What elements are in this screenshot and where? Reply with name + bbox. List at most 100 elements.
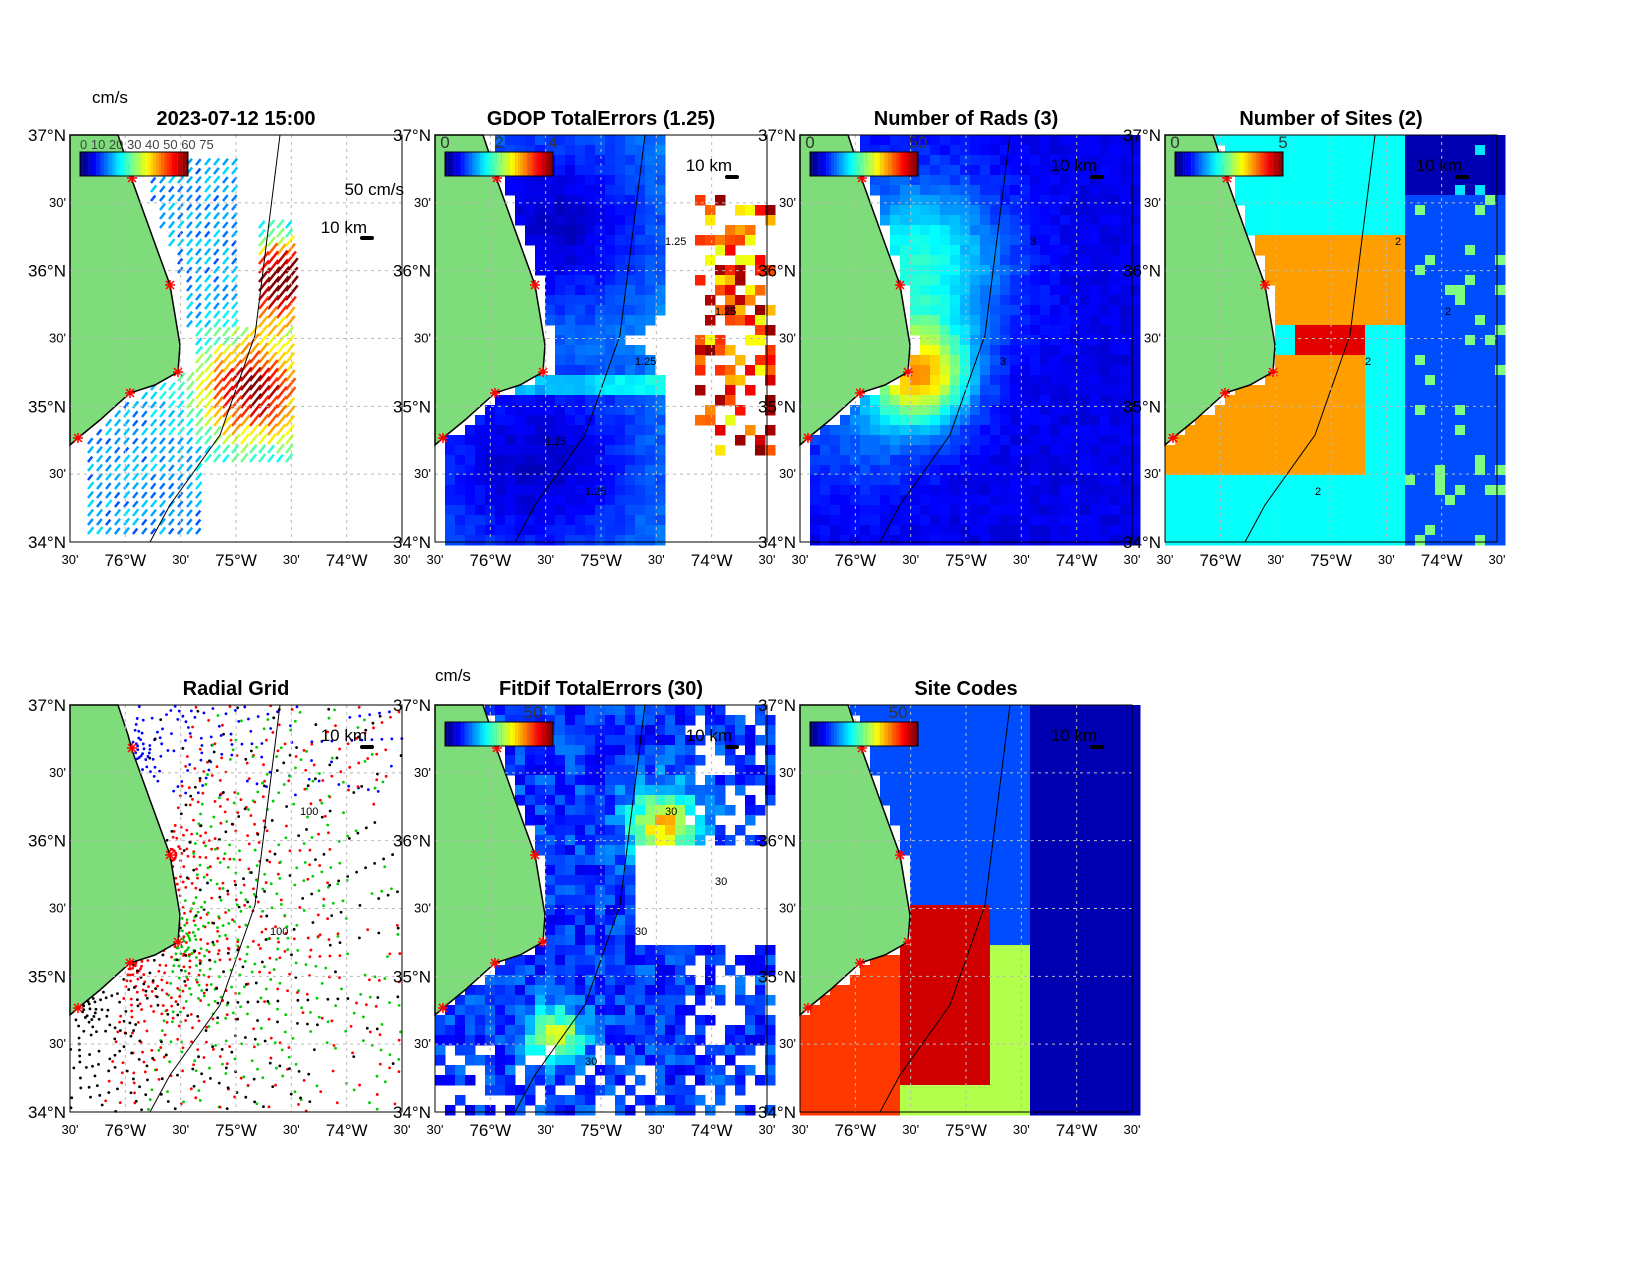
heatmap-cell [1080,425,1091,436]
heatmap-cell [1000,505,1011,516]
radial-grid-point [280,899,283,902]
heatmap-cell [1425,395,1436,406]
heatmap-cell [1355,375,1366,386]
heatmap-cell [990,155,1001,166]
radial-grid-point [207,719,210,722]
heatmap-cell [1040,325,1051,336]
radial-grid-point [237,792,240,795]
heatmap-cell [1435,495,1446,506]
heatmap-cell [1315,295,1326,306]
heatmap-cell [1305,505,1316,516]
heatmap-cell [555,315,566,326]
heatmap-cell [1030,345,1041,356]
heatmap-cell [1365,205,1376,216]
radial-grid-point [289,849,292,852]
heatmap-cell [535,205,546,216]
heatmap-cell [970,325,981,336]
heatmap-cell [870,415,881,426]
heatmap-cell [1405,165,1416,176]
heatmap-cell [1325,235,1336,246]
radial-grid-point [377,790,380,793]
heatmap-cell [1090,385,1101,396]
heatmap-cell [1305,325,1316,336]
heatmap-cell [1455,205,1466,216]
radial-grid-point [199,813,202,816]
heatmap-cell [1445,175,1456,186]
heatmap-cell [545,395,556,406]
heatmap-cell [1475,255,1486,266]
heatmap-cell [1120,195,1131,206]
heatmap-cell [1000,385,1011,396]
heatmap-cell [840,435,851,446]
heatmap-cell [575,365,586,376]
radial-grid-point [186,847,189,850]
heatmap-cell [810,525,821,536]
heatmap-cell [1475,455,1486,466]
heatmap-cell [1100,365,1111,376]
heatmap-cell [1335,255,1346,266]
colorbar-segment [1229,152,1232,176]
heatmap-cell [950,435,961,446]
colorbar-segment [851,152,854,176]
heatmap-cell [820,515,831,526]
heatmap-cell [1080,205,1091,216]
heatmap-cell [1205,525,1216,536]
heatmap-cell [515,175,526,186]
heatmap-cell [1475,185,1486,196]
heatmap-cell [1345,535,1356,546]
heatmap-cell [625,415,636,426]
heatmap-cell [940,415,951,426]
heatmap-cell [1475,385,1486,396]
radial-grid-point [252,755,255,758]
radial-grid-point [227,922,230,925]
heatmap-cell [555,275,566,286]
radial-grid-point [224,1072,227,1075]
heatmap-cell [555,295,566,306]
heatmap-cell [555,425,566,436]
heatmap-cell [1110,305,1121,316]
heatmap-cell [900,505,911,516]
heatmap-cell [1295,375,1306,386]
heatmap-cell [515,135,526,146]
radial-grid-point [130,1016,133,1019]
heatmap-cell [1110,205,1121,216]
radial-grid-point [388,1066,391,1069]
radial-grid-point [324,967,327,970]
heatmap-cell [575,345,586,356]
heatmap-cell [1265,255,1276,266]
heatmap-cell [980,475,991,486]
heatmap-cell [1355,135,1366,146]
heatmap-cell [1100,315,1111,326]
heatmap-cell [595,335,606,346]
heatmap-cell [940,425,951,436]
heatmap-cell [595,285,606,296]
heatmap-cell [940,225,951,236]
heatmap-cell [1070,355,1081,366]
heatmap-cell [1285,195,1296,206]
heatmap-cell [1235,535,1246,546]
radial-grid-point [291,708,294,711]
heatmap-cell [1465,235,1476,246]
radial-grid-point [136,991,139,994]
heatmap-cell [1425,185,1436,196]
heatmap-cell [445,525,456,536]
heatmap-cell [980,165,991,176]
heatmap-cell [635,255,646,266]
radial-grid-point [105,1015,108,1018]
heatmap-cell [1120,305,1131,316]
heatmap-cell [1100,305,1111,316]
heatmap-cell [1315,335,1326,346]
colorbar-segment [1194,152,1197,176]
heatmap-cell [525,485,536,496]
heatmap-cell [1485,525,1496,536]
heatmap-cell [1245,195,1256,206]
radial-grid-point [138,1058,141,1061]
heatmap-cell [1275,335,1286,346]
heatmap-cell [890,205,901,216]
colorbar-segment [859,152,862,176]
heatmap-cell [1375,225,1386,236]
heatmap-cell [1485,365,1496,376]
heatmap-cell [860,525,871,536]
heatmap-cell [920,315,931,326]
heatmap-cell [1435,435,1446,446]
